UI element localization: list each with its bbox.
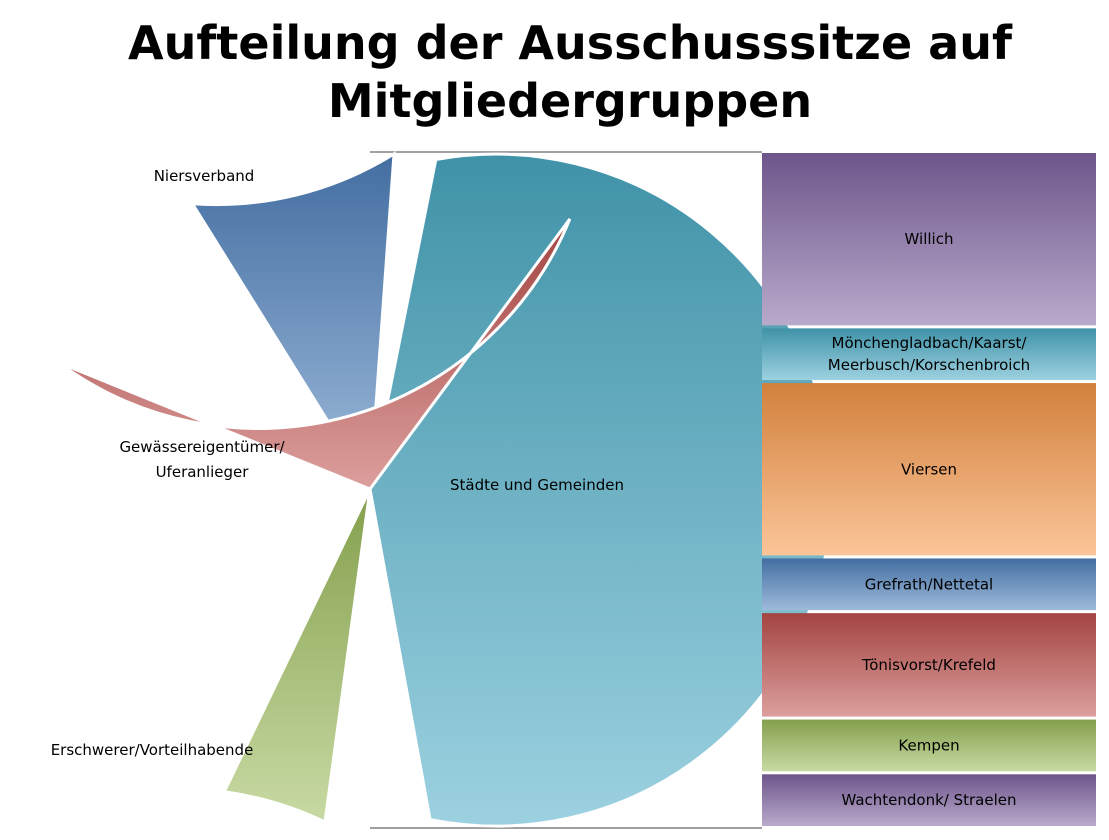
pie-label-erschwerer-vorteilhabende: Erschwerer/Vorteilhabende: [51, 741, 254, 759]
pie-slice-gew-ssereigent-mer-uferanlieger: [57, 218, 572, 491]
chart-title: Aufteilung der Ausschusssitze auf Mitglie…: [128, 16, 1012, 128]
pie-label-gew-ssereigent-mer-uferanlieger: Gewässereigentümer/Uferanlieger: [119, 438, 285, 481]
bar-label-kempen: Kempen: [898, 736, 959, 754]
bar-label-grefrath-nettetal: Grefrath/Nettetal: [865, 575, 993, 593]
bar-label-t-nisvorst-krefeld: Tönisvorst/Krefeld: [861, 656, 996, 674]
bar-label-viersen: Viersen: [901, 460, 957, 478]
bar-segment-willich: [762, 153, 1096, 326]
bar-label-wachtendonk-straelen: Wachtendonk/ Straelen: [841, 791, 1016, 809]
bar-segment-grefrath-nettetal: [762, 558, 1096, 611]
bar-segment-kempen: [762, 719, 1096, 772]
bar-label-m-nchengladbach-kaarst-meerbusch-korschenbroich: Mönchengladbach/Kaarst/Meerbusch/Korsche…: [828, 334, 1030, 374]
bar-segment-wachtendonk-straelen: [762, 774, 1096, 826]
bar-segment-m-nchengladbach-kaarst-meerbusch-korschenbroich: [762, 328, 1096, 381]
bar-segment-viersen: [762, 383, 1096, 556]
pie-slice-erschwerer-vorteilhabende: [189, 151, 396, 494]
bar-label-willich: Willich: [905, 230, 954, 248]
pie-label-niersverband: Niersverband: [154, 167, 255, 185]
pie-slice-niersverband: [222, 488, 372, 825]
pie-label-st-dte-und-gemeinden: Städte und Gemeinden: [450, 476, 624, 494]
bar-segment-t-nisvorst-krefeld: [762, 613, 1096, 717]
